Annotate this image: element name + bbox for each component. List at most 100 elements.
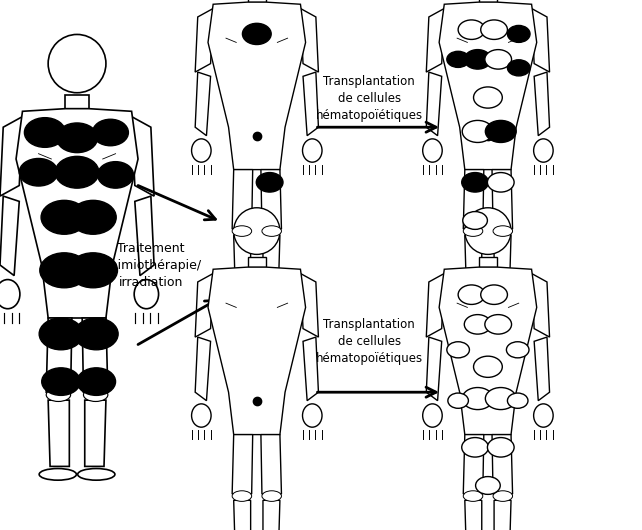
Text: Transplantation
de cellules
hématopoïétiques: Transplantation de cellules hématopoïéti…	[316, 319, 422, 365]
Ellipse shape	[534, 404, 553, 427]
Ellipse shape	[19, 158, 58, 186]
Polygon shape	[195, 72, 211, 136]
Polygon shape	[65, 95, 89, 109]
Ellipse shape	[302, 139, 322, 162]
Polygon shape	[82, 318, 108, 392]
Ellipse shape	[78, 469, 115, 480]
Ellipse shape	[462, 120, 493, 143]
Ellipse shape	[487, 173, 514, 192]
Ellipse shape	[70, 200, 116, 234]
Polygon shape	[464, 435, 484, 494]
Polygon shape	[492, 170, 512, 229]
Polygon shape	[248, 257, 266, 267]
Polygon shape	[534, 337, 550, 401]
Polygon shape	[232, 435, 253, 494]
Polygon shape	[534, 72, 550, 136]
Ellipse shape	[507, 393, 528, 408]
Polygon shape	[426, 72, 442, 136]
Polygon shape	[248, 0, 266, 2]
Ellipse shape	[464, 491, 483, 501]
Polygon shape	[0, 196, 19, 276]
Polygon shape	[426, 337, 442, 401]
Ellipse shape	[40, 253, 89, 288]
Ellipse shape	[69, 253, 117, 288]
Ellipse shape	[98, 162, 134, 188]
Polygon shape	[261, 170, 281, 229]
Polygon shape	[465, 235, 482, 288]
Ellipse shape	[232, 491, 252, 501]
Polygon shape	[492, 435, 512, 494]
Polygon shape	[439, 2, 537, 170]
Ellipse shape	[462, 173, 489, 192]
Ellipse shape	[474, 87, 502, 108]
Ellipse shape	[262, 226, 281, 236]
Ellipse shape	[92, 119, 128, 146]
Ellipse shape	[232, 226, 252, 236]
Polygon shape	[135, 196, 154, 276]
Polygon shape	[464, 170, 484, 229]
Polygon shape	[263, 500, 280, 530]
Polygon shape	[426, 273, 444, 337]
Text: Transplantation
de cellules
hématopoïétiques: Transplantation de cellules hématopoïéti…	[316, 75, 422, 121]
Polygon shape	[300, 8, 318, 72]
Polygon shape	[300, 273, 318, 337]
Ellipse shape	[485, 315, 512, 334]
Polygon shape	[465, 500, 482, 530]
Polygon shape	[439, 267, 537, 435]
Polygon shape	[46, 318, 72, 392]
Polygon shape	[234, 235, 250, 288]
Ellipse shape	[39, 318, 83, 350]
Ellipse shape	[464, 315, 491, 334]
Polygon shape	[532, 273, 550, 337]
Polygon shape	[479, 0, 497, 2]
Ellipse shape	[485, 120, 516, 143]
Ellipse shape	[463, 211, 487, 229]
Polygon shape	[85, 400, 106, 466]
Ellipse shape	[243, 23, 271, 45]
Ellipse shape	[507, 60, 530, 76]
Ellipse shape	[134, 280, 159, 308]
Ellipse shape	[302, 404, 322, 427]
Ellipse shape	[24, 118, 65, 147]
Ellipse shape	[422, 404, 442, 427]
Ellipse shape	[485, 387, 516, 410]
Ellipse shape	[0, 280, 20, 308]
Ellipse shape	[46, 388, 71, 402]
Ellipse shape	[447, 342, 469, 358]
Ellipse shape	[191, 404, 211, 427]
Polygon shape	[532, 8, 550, 72]
Polygon shape	[208, 2, 306, 170]
Ellipse shape	[487, 438, 514, 457]
Ellipse shape	[42, 368, 80, 395]
Ellipse shape	[262, 491, 281, 501]
Polygon shape	[479, 257, 497, 267]
Ellipse shape	[227, 290, 256, 299]
Ellipse shape	[534, 139, 553, 162]
Polygon shape	[494, 500, 511, 530]
Polygon shape	[263, 235, 280, 288]
Polygon shape	[261, 435, 281, 494]
Polygon shape	[195, 337, 211, 401]
Ellipse shape	[493, 226, 512, 236]
Ellipse shape	[39, 469, 76, 480]
Ellipse shape	[55, 156, 99, 188]
Ellipse shape	[77, 368, 116, 395]
Polygon shape	[303, 337, 318, 401]
Polygon shape	[232, 170, 253, 229]
Polygon shape	[494, 235, 511, 288]
Ellipse shape	[458, 285, 485, 304]
Polygon shape	[16, 109, 138, 318]
Polygon shape	[208, 267, 306, 435]
Ellipse shape	[485, 50, 512, 69]
Ellipse shape	[481, 20, 507, 39]
Ellipse shape	[48, 34, 106, 93]
Ellipse shape	[465, 208, 511, 254]
Ellipse shape	[41, 200, 87, 234]
Ellipse shape	[493, 491, 512, 501]
Polygon shape	[132, 117, 154, 196]
Ellipse shape	[474, 356, 502, 377]
Ellipse shape	[489, 290, 518, 299]
Ellipse shape	[83, 388, 108, 402]
Ellipse shape	[458, 20, 485, 39]
Polygon shape	[48, 400, 69, 466]
